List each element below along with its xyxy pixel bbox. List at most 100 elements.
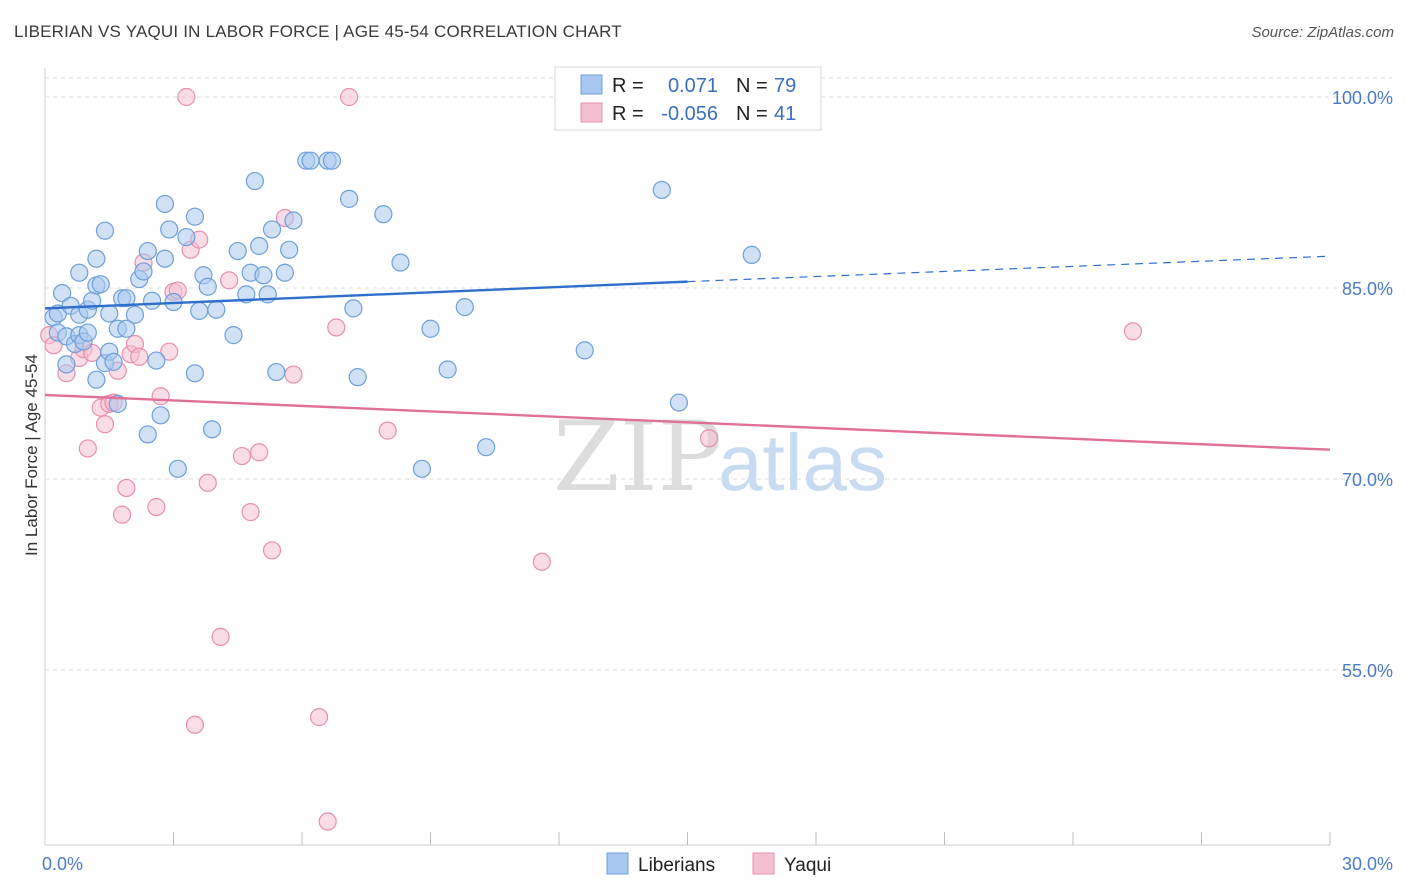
liberian-point	[207, 300, 226, 319]
yaqui-point	[699, 429, 719, 448]
yaqui-point	[378, 421, 397, 440]
liberian-point	[185, 364, 205, 383]
liberian-point	[87, 249, 106, 268]
liberian-point	[198, 277, 217, 296]
liberian-point	[477, 438, 496, 457]
liberian-point	[151, 406, 170, 425]
yaqui-point	[130, 347, 149, 366]
yaqui-point	[117, 478, 136, 498]
liberian-point	[70, 263, 89, 282]
liberian-point	[117, 289, 136, 308]
x-tick-label-1: 30.0%	[1342, 854, 1393, 874]
liberian-point	[374, 205, 393, 224]
liberian-point	[669, 393, 689, 412]
liberian-point	[108, 394, 127, 413]
y-tick-label-3: 55.0%	[1342, 661, 1393, 681]
liberian-point	[125, 305, 145, 324]
liberian-point	[267, 362, 286, 382]
yaqui-point	[147, 497, 166, 517]
liberian-point	[91, 275, 110, 294]
liberian-point	[344, 299, 363, 318]
grid-lines	[45, 77, 1392, 671]
yaqui-point	[284, 365, 303, 384]
yaqui-point	[310, 708, 329, 727]
liberian-point	[87, 370, 106, 389]
liberian-point	[391, 253, 410, 272]
legend-n-label-yaqui: N =	[736, 103, 768, 125]
liberian-point	[284, 211, 303, 230]
liberian-point	[224, 326, 243, 345]
liberian-point	[575, 341, 594, 360]
yaqui-point	[318, 812, 337, 831]
liberian-point	[421, 319, 440, 338]
liberian-point	[57, 355, 76, 374]
liberian-point	[455, 298, 474, 317]
y-tick-label-2: 70.0%	[1342, 470, 1393, 490]
yaqui-point	[241, 503, 260, 522]
liberian-point	[53, 283, 72, 303]
liberian-point	[138, 241, 157, 261]
yaqui-point	[78, 439, 97, 458]
trend-lines	[44, 255, 1331, 451]
yaqui-point	[185, 715, 205, 734]
legend-n-value-yaqui: 41	[774, 103, 796, 125]
yaqui-point	[327, 318, 346, 337]
yaqui-point	[177, 87, 196, 107]
y-tick-label-1: 85.0%	[1342, 279, 1393, 299]
liberian-point	[78, 323, 97, 342]
bottom-legend-swatch-liberians	[606, 852, 629, 875]
liberian-point	[142, 291, 162, 310]
liberian-point	[228, 241, 247, 261]
liberian-point	[202, 420, 222, 439]
liberian-point	[322, 151, 342, 170]
legend-n-label-liberians: N =	[736, 75, 768, 97]
yaqui-trend-line	[44, 393, 1331, 451]
liberian-point	[185, 207, 205, 226]
liberian-point	[412, 459, 432, 478]
liberian-point	[245, 171, 264, 191]
liberian-point	[138, 425, 157, 444]
liberian-point	[160, 220, 179, 239]
liberian-point	[155, 194, 175, 214]
yaqui-point	[198, 473, 217, 492]
liberian-point	[262, 220, 282, 239]
yaqui-point	[211, 627, 230, 646]
x-tick-label-0: 0.0%	[42, 854, 83, 874]
yaqui-point	[220, 271, 239, 290]
liberian-point	[177, 227, 196, 247]
yaqui-point	[340, 87, 359, 107]
legend-swatch-yaqui	[580, 102, 603, 123]
chart-title: LIBERIAN VS YAQUI IN LABOR FORCE | AGE 4…	[14, 22, 622, 41]
liberian-point	[438, 360, 457, 379]
legend-r-label-yaqui: R =	[612, 103, 644, 125]
liberian-point	[250, 236, 269, 256]
legend-r-label-liberians: R =	[612, 75, 644, 97]
legend-r-value-liberians: 0.071	[668, 75, 718, 97]
series-legend: Liberians Yaqui	[606, 852, 831, 876]
liberian-point	[742, 245, 761, 264]
correlation-legend: R = 0.071 N = 79 R = -0.056 N = 41	[554, 66, 822, 131]
y-tick-label-0: 100.0%	[1332, 88, 1393, 108]
liberian-point	[117, 319, 136, 338]
liberian-point	[168, 459, 187, 478]
legend-r-value-yaqui: -0.056	[661, 103, 718, 125]
yaqui-point	[151, 387, 170, 406]
yaqui-point	[250, 443, 269, 462]
yaqui-point	[95, 415, 115, 434]
liberian-point	[134, 262, 153, 281]
liberian-point	[155, 249, 175, 268]
liberian-point	[237, 285, 256, 304]
liberian-point	[147, 351, 166, 370]
yaqui-point	[532, 552, 551, 571]
legend-n-value-liberians: 79	[774, 75, 796, 97]
liberian-point	[104, 352, 123, 371]
yaqui-point	[262, 541, 282, 560]
liberian-point	[254, 266, 273, 285]
axes	[44, 68, 1331, 846]
liberian-point	[348, 368, 367, 387]
chart-source: Source: ZipAtlas.com	[1251, 24, 1394, 41]
bottom-legend-label-yaqui: Yaqui	[784, 855, 831, 876]
liberian-point	[190, 301, 209, 321]
yaqui-point	[232, 446, 252, 466]
